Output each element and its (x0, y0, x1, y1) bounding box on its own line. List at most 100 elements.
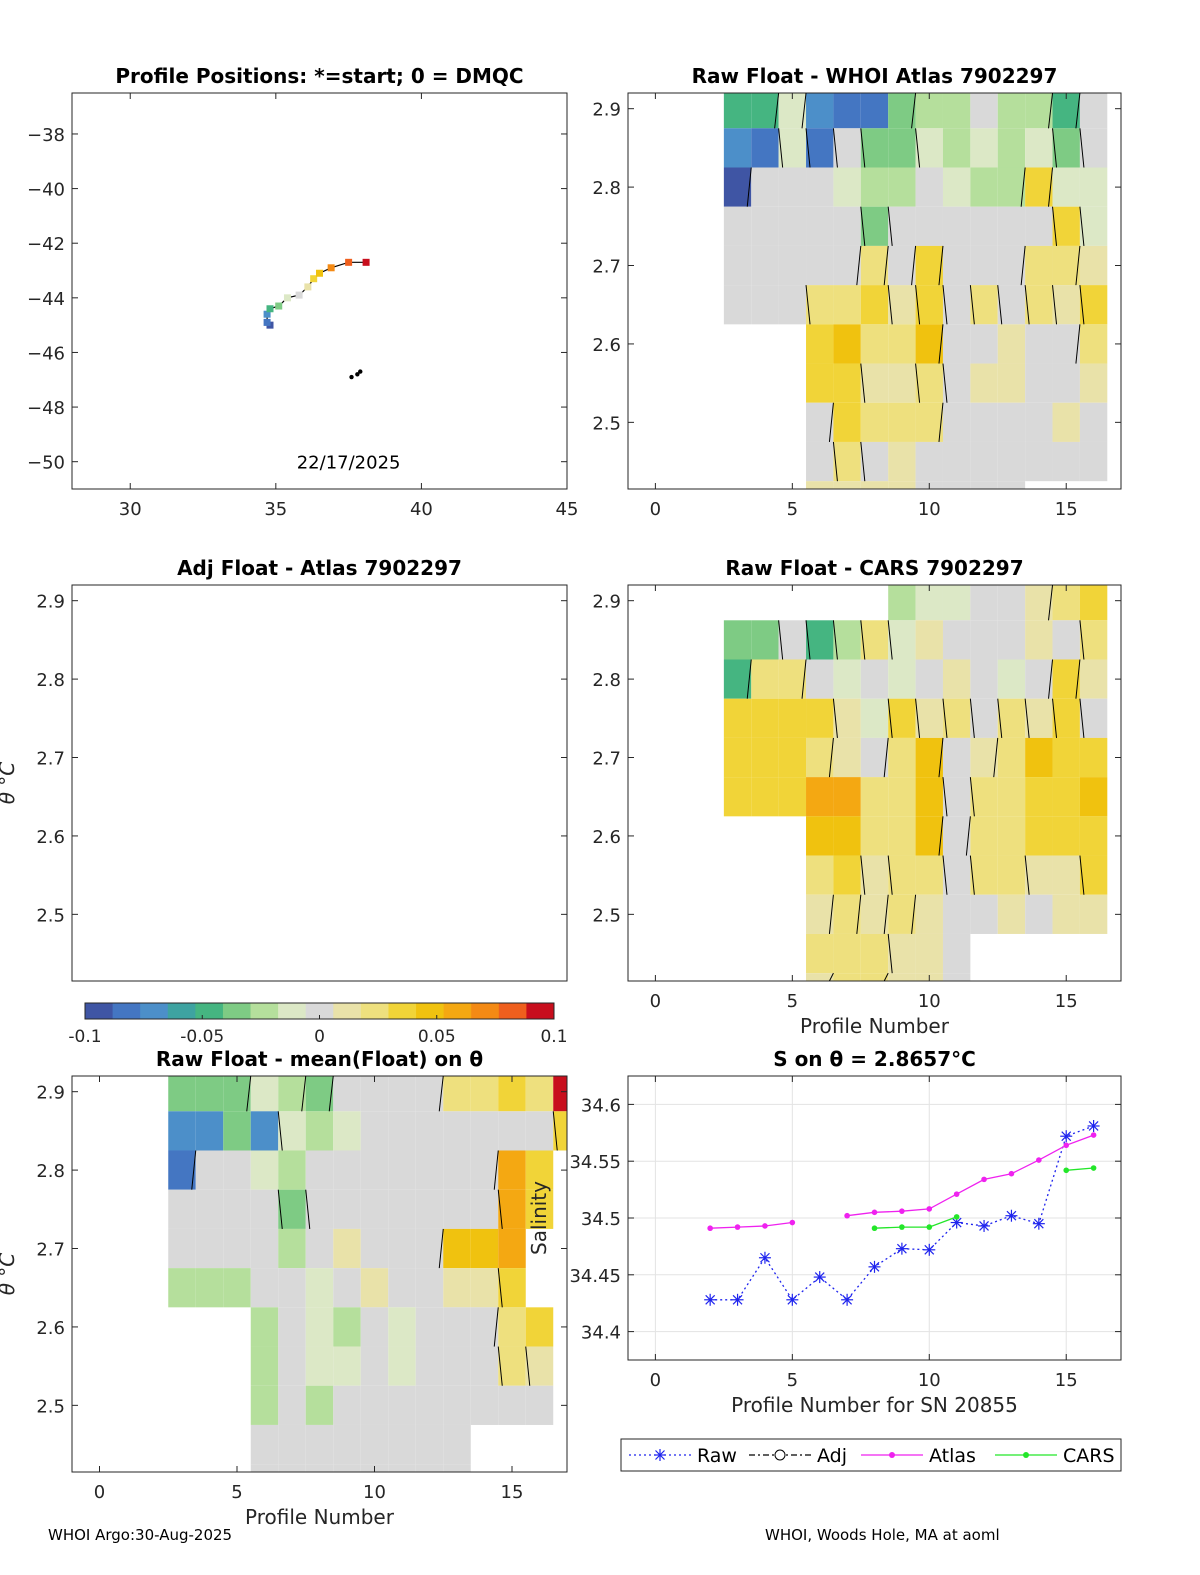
contour-segment (305, 1189, 311, 1229)
x-tick-label: 10 (363, 1482, 386, 1503)
colorbar-swatch (222, 1003, 252, 1019)
heatmap-cell (415, 1150, 444, 1190)
heatmap-cell (1025, 894, 1053, 934)
heatmap-cell (1079, 167, 1108, 207)
heatmap-cell (970, 737, 998, 778)
contour-segment (805, 128, 811, 168)
heatmap-cells (723, 585, 1108, 981)
heatmap-cell (970, 285, 998, 325)
heatmap-cell (1052, 128, 1080, 168)
heatmap-cell (860, 659, 889, 699)
y-tick-label: 2.8 (36, 1161, 65, 1182)
heatmap-cell (997, 894, 1026, 934)
heatmap-cell (195, 1189, 224, 1229)
heatmap-cell (888, 245, 916, 286)
heatmap-cell (168, 1189, 196, 1229)
heatmap-cell (778, 620, 807, 660)
heatmap-cell (723, 245, 752, 286)
heatmap-cell (915, 206, 943, 246)
contour-segment (938, 245, 944, 286)
raw-point (758, 1251, 771, 1264)
contour-segment (887, 206, 893, 246)
x-axis-label: Profile Number (245, 1505, 395, 1529)
contour-segment (969, 855, 975, 895)
contour-segment (915, 363, 921, 403)
heatmap-cell (223, 1150, 251, 1190)
asterisk-stroke (979, 1221, 989, 1231)
heatmap-cell (1079, 285, 1108, 325)
heatmap-cell (888, 973, 916, 981)
contour-segment (778, 620, 784, 660)
legend-marker (889, 1452, 895, 1458)
x-tick-label: 15 (1055, 499, 1078, 520)
legend-label-adj: Adj (817, 1445, 847, 1467)
heatmap-cell (806, 441, 834, 482)
heatmap-cell (970, 324, 998, 364)
other-profile-point (358, 369, 363, 374)
heatmap-cell (278, 1076, 306, 1112)
y-tick-label: 2.8 (36, 670, 65, 691)
heatmap-cell (778, 285, 807, 325)
contour-segment (493, 1307, 499, 1347)
track-point (310, 275, 318, 283)
y-tick-label: −42 (27, 234, 65, 255)
heatmap-cell (305, 1150, 334, 1190)
heatmap-cell (498, 1111, 526, 1151)
contour-segment (832, 620, 838, 660)
series-line-atlas (710, 1134, 1094, 1229)
x-axis-label: Profile Number for SN 20855 (731, 1393, 1018, 1417)
heatmap-cell (1052, 659, 1080, 699)
heatmap-cell (360, 1228, 389, 1269)
heatmap-cell (860, 93, 889, 129)
heatmap-cell (388, 1076, 416, 1112)
legend-marker (1023, 1452, 1029, 1458)
contour-segment (860, 128, 866, 168)
heatmap-cell (415, 1111, 444, 1151)
heatmap-cell (305, 1228, 334, 1269)
heatmap-cell (970, 128, 998, 168)
heatmap-cell (498, 1307, 526, 1347)
heatmap-cell (333, 1150, 361, 1190)
heatmap-cell (443, 1307, 471, 1347)
other-profile-point (349, 374, 354, 380)
heatmap-cell (970, 620, 998, 660)
heatmap-cell (1025, 816, 1053, 856)
y-tick-label: −38 (27, 125, 65, 146)
heatmap-cell (525, 1307, 554, 1347)
contour-segment (746, 167, 752, 207)
heatmap-cell (997, 128, 1026, 168)
y-tick-label: 2.6 (592, 827, 621, 848)
heatmap-cell (278, 1150, 306, 1190)
heatmap-cell (942, 777, 971, 817)
asterisk-stroke (705, 1294, 716, 1305)
heatmap-cell (997, 481, 1026, 489)
heatmap-cell (778, 777, 807, 817)
heatmap-cell (1079, 363, 1108, 403)
raw-point (895, 1242, 908, 1255)
heatmap-cell (388, 1150, 416, 1190)
x-tick-label: 5 (231, 1482, 242, 1503)
cars-point (953, 1214, 960, 1220)
heatmap-cell (997, 737, 1026, 778)
y-axis-label: θ °C (0, 762, 19, 805)
salinity-legend: Raw Adj Atlas CARS (620, 1438, 1122, 1472)
heatmap-cell (360, 1268, 389, 1308)
heatmap-cell (888, 698, 916, 738)
heatmap-cell (915, 363, 943, 403)
y-tick-label: 2.5 (36, 905, 65, 926)
y-axis-label: θ °C (0, 1253, 19, 1296)
heatmap-cell (333, 1228, 361, 1269)
heatmap-cell (778, 245, 807, 286)
raw-point (1005, 1209, 1018, 1222)
heatmap-cell (860, 698, 889, 738)
heatmap-cell (860, 777, 889, 817)
contour-segment (828, 737, 834, 778)
heatmap-cell (997, 324, 1026, 364)
track-point (263, 318, 271, 326)
atlas-point (734, 1224, 741, 1230)
y-tick-label: −48 (27, 398, 65, 419)
atlas-point (981, 1176, 987, 1183)
raw-point (841, 1293, 854, 1306)
colorbar-swatch (85, 1003, 114, 1019)
heatmap-cell (970, 816, 998, 856)
